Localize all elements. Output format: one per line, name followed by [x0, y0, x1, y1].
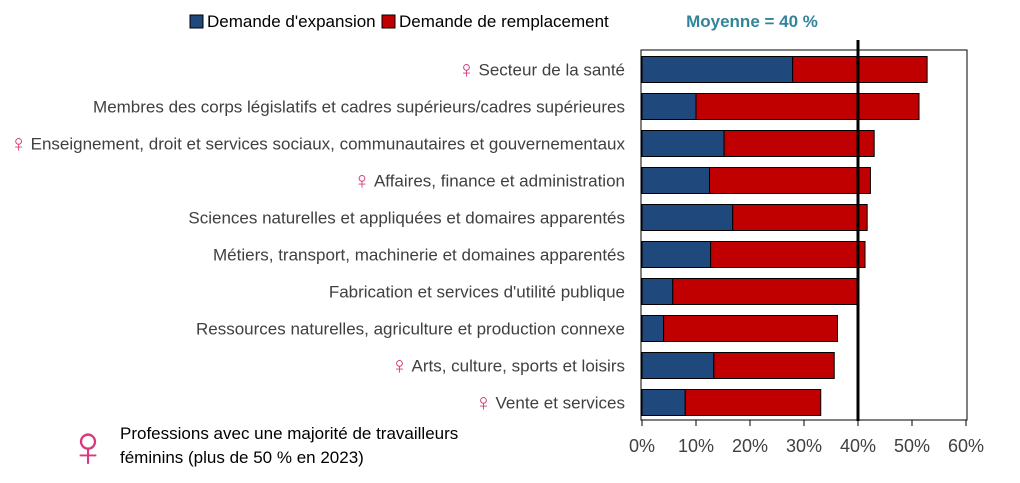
bar-expansion-2: [641, 130, 725, 157]
female-symbol-icon-8: ♀: [390, 353, 408, 380]
footnote: ♀ Professions avec une majorité de trava…: [66, 414, 458, 479]
legend: Demande d'expansion Demande de remplacem…: [189, 12, 609, 31]
footnote-line-1: Professions avec une majorité de travail…: [120, 424, 458, 443]
category-label-6: Fabrication et services d'utilité publiq…: [329, 283, 625, 302]
bar-remplacement-7: [663, 315, 838, 342]
bar-expansion-4: [641, 204, 734, 231]
female-symbol-large-icon: ♀: [66, 414, 110, 479]
category-label-8: Arts, culture, sports et loisirs: [411, 357, 625, 376]
x-tick-label-2: 20%: [732, 436, 768, 456]
category-label-0: Secteur de la santé: [479, 61, 625, 80]
bar-remplacement-0: [792, 56, 928, 83]
category-label-3: Affaires, finance et administration: [374, 172, 625, 191]
category-label-7: Ressources naturelles, agriculture et pr…: [196, 320, 625, 339]
bar-expansion-6: [641, 278, 674, 305]
bars: [641, 56, 928, 416]
legend-swatch-remplacement: [381, 14, 396, 29]
x-tick-label-6: 60%: [948, 436, 984, 456]
female-symbol-icon-0: ♀: [458, 57, 476, 84]
bar-remplacement-4: [732, 204, 868, 231]
x-axis: 0% 10% 20% 30% 40% 50% 60%: [629, 420, 984, 456]
bar-expansion-5: [641, 241, 712, 268]
category-label-1: Membres des corps législatifs et cadres …: [93, 98, 625, 117]
x-tick-label-4: 40%: [840, 436, 876, 456]
bar-remplacement-2: [723, 130, 875, 157]
x-tick-label-0: 0%: [629, 436, 655, 456]
x-tick-label-5: 50%: [894, 436, 930, 456]
bar-expansion-3: [641, 167, 710, 194]
x-tick-label-1: 10%: [678, 436, 714, 456]
legend-swatch-expansion: [189, 14, 204, 29]
bar-expansion-0: [641, 56, 794, 83]
x-tick-label-3: 30%: [786, 436, 822, 456]
bar-expansion-1: [641, 93, 697, 120]
category-label-4: Sciences naturelles et appliquées et dom…: [188, 209, 625, 228]
bar-remplacement-5: [710, 241, 866, 268]
bar-remplacement-8: [713, 352, 835, 379]
category-label-5: Métiers, transport, machinerie et domain…: [213, 246, 625, 265]
bar-remplacement-6: [672, 278, 859, 305]
bar-remplacement-1: [695, 93, 920, 120]
category-label-2: Enseignement, droit et services sociaux,…: [31, 135, 626, 154]
female-symbol-icon-9: ♀: [475, 390, 493, 417]
average-label: Moyenne = 40 %: [686, 12, 818, 31]
footnote-line-2: féminins (plus de 50 % en 2023): [120, 448, 364, 467]
female-symbol-icon-3: ♀: [353, 168, 371, 195]
bar-expansion-9: [641, 389, 686, 416]
bar-expansion-8: [641, 352, 715, 379]
bar-expansion-7: [641, 315, 665, 342]
female-symbol-icon-2: ♀: [10, 131, 28, 158]
category-label-9: Vente et services: [496, 394, 625, 413]
bar-remplacement-3: [709, 167, 871, 194]
bar-remplacement-9: [684, 389, 822, 416]
category-labels: Secteur de la santé♀Membres des corps lé…: [10, 57, 626, 417]
legend-label-expansion: Demande d'expansion: [207, 12, 376, 31]
legend-label-remplacement: Demande de remplacement: [399, 12, 609, 31]
